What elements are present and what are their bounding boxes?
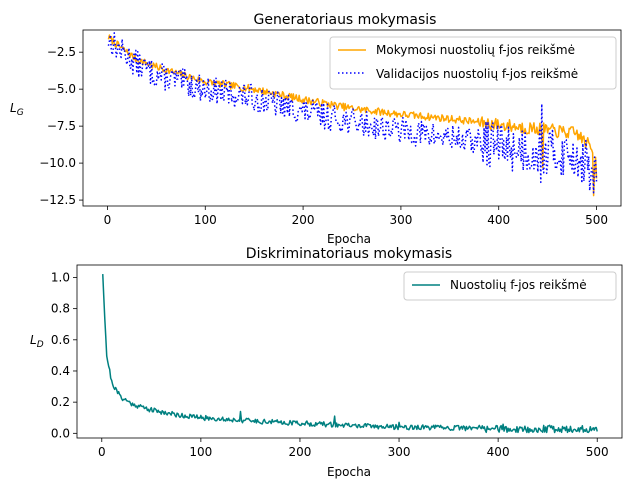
y-axis-label: LG xyxy=(10,101,24,118)
x-tick-label: 300 xyxy=(388,445,411,459)
x-tick-label: 500 xyxy=(585,213,608,227)
legend-box xyxy=(403,271,617,301)
y-tick-label: −10.0 xyxy=(39,156,76,170)
axes-frame xyxy=(76,264,623,439)
x-tick-label: 100 xyxy=(189,445,212,459)
x-tick-label: 100 xyxy=(194,213,217,227)
x-axis-label: Epocha xyxy=(327,465,371,479)
x-tick-label: 200 xyxy=(292,213,315,227)
y-tick-label: 0.2 xyxy=(51,395,70,409)
legend-label-loss: Nuostolių f-jos reikšmė xyxy=(450,278,587,292)
x-tick-label: 300 xyxy=(389,213,412,227)
series-line-0 xyxy=(107,34,598,197)
legend: Mokymosi nuostolių f-jos reikšmė Validac… xyxy=(329,36,617,90)
y-tick-label: 1.0 xyxy=(51,270,70,284)
legend: Nuostolių f-jos reikšmė xyxy=(403,271,617,301)
y-tick-label: 0.4 xyxy=(51,364,70,378)
x-tick-label: 0 xyxy=(104,213,112,227)
y-axis-label: LD xyxy=(30,333,44,350)
y-tick-label: −7.5 xyxy=(47,119,76,133)
y-tick-label: 0.8 xyxy=(51,302,70,316)
axis-ticks: 0 100 200 300 400 500 −2.5 −5.0 −7.5 −10.0 −12.5 xyxy=(39,45,608,227)
chart-title: Diskriminatoriaus mokymasis xyxy=(246,246,452,262)
legend-label-training: Mokymosi nuostolių f-jos reikšmė xyxy=(376,43,575,57)
series-line-0 xyxy=(102,274,598,434)
x-tick-label: 400 xyxy=(487,213,510,227)
legend-box xyxy=(329,36,617,90)
y-tick-label: −2.5 xyxy=(47,45,76,59)
y-tick-label: 0.6 xyxy=(51,333,70,347)
discriminator-chart: Diskriminatoriaus mokymasis 0 100 200 300 40… xyxy=(30,246,623,479)
x-tick-label: 0 xyxy=(98,445,106,459)
series-line-1 xyxy=(107,32,598,194)
y-axis-label-sub: G xyxy=(17,108,24,118)
axes-frame xyxy=(82,29,622,207)
y-tick-label: −5.0 xyxy=(47,82,76,96)
x-axis-label: Epocha xyxy=(327,232,371,246)
y-axis-label-sub: D xyxy=(37,340,44,350)
axis-ticks: 0 100 200 300 400 500 0.0 0.2 0.4 0.6 0.8 1.0 xyxy=(51,270,609,459)
y-axis-label-main: L xyxy=(10,101,17,115)
y-tick-label: −12.5 xyxy=(39,193,76,207)
generator-chart: Generatoriaus mokymasis 0 100 200 300 400 500… xyxy=(10,12,622,246)
y-axis-label-main: L xyxy=(30,333,37,347)
x-tick-label: 200 xyxy=(289,445,312,459)
x-tick-label: 500 xyxy=(586,445,609,459)
plot-area xyxy=(102,274,598,434)
chart-title: Generatoriaus mokymasis xyxy=(254,12,437,28)
y-tick-label: 0.0 xyxy=(51,426,70,440)
legend-label-validation: Validacijos nuostolių f-jos reikšmė xyxy=(376,67,578,81)
x-tick-label: 400 xyxy=(487,445,510,459)
plot-area xyxy=(107,32,598,197)
